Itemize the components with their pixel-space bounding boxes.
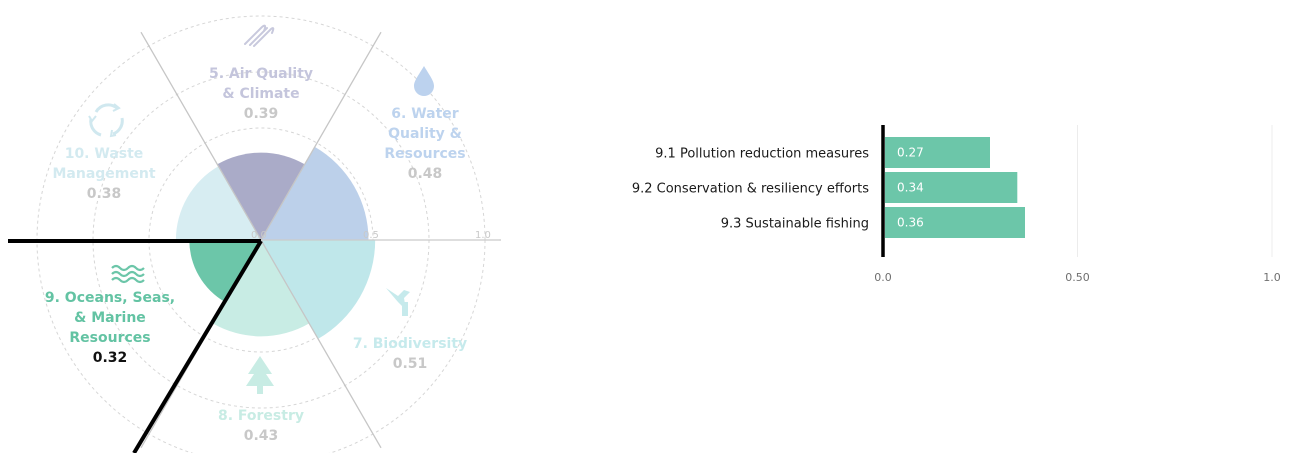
sector-8[interactable] bbox=[212, 240, 310, 337]
x-tick-label: 1.0 bbox=[1263, 271, 1281, 284]
sector-label-10: 10. Waste Management bbox=[52, 146, 155, 182]
water-drop-icon bbox=[414, 66, 434, 96]
bar[interactable] bbox=[885, 137, 990, 168]
callout-pointer bbox=[8, 239, 263, 453]
tree-icon bbox=[246, 356, 274, 394]
radial-tick-label-0: 0.0 bbox=[251, 230, 267, 241]
bar-value-label: 0.27 bbox=[897, 146, 924, 160]
bar[interactable] bbox=[885, 172, 1018, 203]
sector-value-8: 0.43 bbox=[244, 428, 279, 444]
sector-value-5: 0.39 bbox=[244, 106, 279, 122]
recycle-icon bbox=[88, 103, 124, 138]
sector-5[interactable] bbox=[217, 152, 305, 240]
sector-label-7: 7. Biodiversity bbox=[353, 336, 467, 352]
sector-value-9: 0.32 bbox=[93, 350, 128, 366]
sector-value-6: 0.48 bbox=[408, 166, 443, 182]
sector-label-5: 5. Air Quality & Climate bbox=[209, 66, 313, 102]
bar-category-label: 9.3 Sustainable fishing bbox=[721, 217, 869, 232]
wind-icon bbox=[244, 24, 275, 47]
bar-category-label: 9.1 Pollution reduction measures bbox=[655, 147, 869, 162]
sector-value-7: 0.51 bbox=[393, 356, 428, 372]
sector-label-9: 9. Oceans, Seas, & Marine Resources bbox=[45, 290, 175, 346]
sector-10[interactable] bbox=[175, 166, 261, 240]
bar-value-label: 0.34 bbox=[897, 181, 924, 195]
sector-divider bbox=[260, 239, 382, 449]
radial-axis: 0.0 0.5 1.0 bbox=[251, 230, 499, 241]
sector-value-10: 0.38 bbox=[87, 186, 122, 202]
sector-label-6: 6. Water Quality & Resources bbox=[384, 106, 465, 162]
x-axis-ticks: 0.0 0.50 1.0 bbox=[874, 271, 1281, 284]
sector-7[interactable] bbox=[261, 240, 376, 339]
sector-label-8: 8. Forestry bbox=[218, 408, 304, 424]
bird-icon bbox=[386, 288, 410, 316]
polar-area-chart: 0.0 0.5 1.0 5. Air Quality & Climate 0.39 6… bbox=[8, 15, 501, 453]
x-tick-label: 0.50 bbox=[1065, 271, 1090, 284]
bar-value-label: 0.36 bbox=[897, 216, 924, 230]
sector-6[interactable] bbox=[261, 146, 369, 240]
subcategory-bar-chart: 0.27 9.1 Pollution reduction measures 0.34… bbox=[632, 125, 1281, 284]
bar-grid bbox=[1077, 125, 1273, 257]
radial-tick-label-1: 0.5 bbox=[363, 230, 379, 241]
x-tick-label: 0.0 bbox=[874, 271, 892, 284]
bar-category-label: 9.2 Conservation & resiliency efforts bbox=[632, 182, 869, 197]
waves-icon bbox=[111, 264, 145, 284]
sector-9[interactable] bbox=[189, 240, 261, 303]
radial-tick-label-2: 1.0 bbox=[475, 230, 491, 241]
bar[interactable] bbox=[885, 207, 1025, 238]
sector-divider bbox=[260, 31, 382, 241]
sector-divider bbox=[140, 31, 262, 241]
